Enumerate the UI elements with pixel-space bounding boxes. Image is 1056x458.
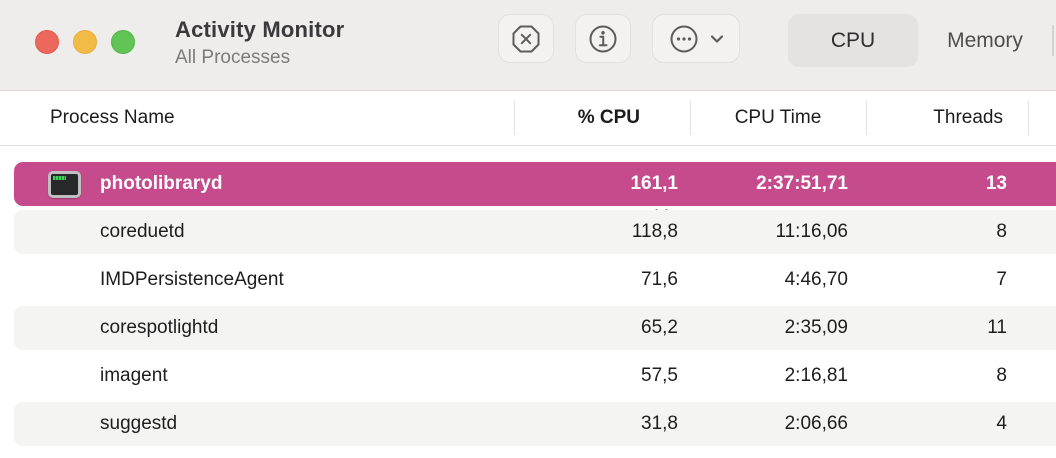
table-row[interactable]: suggestd 31,8 2:06,66 4 bbox=[0, 400, 1056, 448]
quit-process-button[interactable] bbox=[498, 14, 554, 63]
window-title: Activity Monitor bbox=[175, 17, 345, 42]
traffic-lights bbox=[35, 30, 135, 54]
cpu-percent-cell: 71,6 bbox=[641, 269, 678, 290]
tab-memory-label: Memory bbox=[947, 28, 1023, 52]
cpu-percent-cell: 57,5 bbox=[641, 365, 678, 386]
zoom-button[interactable] bbox=[111, 30, 135, 54]
threads-cell: 13 bbox=[985, 173, 1007, 194]
tab-memory[interactable]: Memory bbox=[918, 14, 1052, 67]
process-name-cell: photolibraryd bbox=[100, 173, 223, 194]
process-name-cell: corespotlightd bbox=[100, 317, 219, 338]
process-name-cell: suggestd bbox=[100, 413, 178, 434]
x-octagon-icon bbox=[510, 23, 542, 55]
cpu-time-cell: 11:16,06 bbox=[775, 221, 848, 242]
process-name-cell: IMDPersistenceAgent bbox=[100, 269, 284, 290]
column-header-cpu-time[interactable]: CPU Time bbox=[734, 107, 822, 128]
cpu-percent-cell: 31,8 bbox=[641, 413, 678, 434]
inspect-process-button[interactable] bbox=[575, 14, 631, 63]
chevron-down-icon bbox=[709, 33, 725, 45]
close-button[interactable] bbox=[35, 30, 59, 54]
window-subtitle: All Processes bbox=[175, 47, 291, 68]
ellipsis-circle-icon bbox=[668, 23, 700, 55]
table-row[interactable]: coreduetd 118,8 11:16,06 8 bbox=[0, 208, 1056, 256]
threads-cell: 11 bbox=[987, 317, 1007, 338]
cpu-percent-cell: 161,1 bbox=[630, 173, 678, 194]
cpu-time-cell: 2:06,66 bbox=[784, 413, 848, 434]
row-background bbox=[14, 306, 1056, 350]
cpu-percent-cell: 65,2 bbox=[641, 317, 678, 338]
column-header-process-name[interactable]: Process Name bbox=[50, 107, 175, 128]
table-row[interactable]: IMDPersistenceAgent 71,6 4:46,70 7 bbox=[0, 256, 1056, 304]
column-separator bbox=[514, 101, 515, 135]
threads-cell: 4 bbox=[996, 413, 1007, 434]
row-background bbox=[14, 402, 1056, 446]
process-name-cell: coreduetd bbox=[100, 221, 185, 242]
threads-cell: 7 bbox=[996, 269, 1007, 290]
tab-cpu-label: CPU bbox=[830, 28, 876, 52]
process-table-body: photolibraryd 161,1 2:37:51,71 13 coredu… bbox=[0, 160, 1056, 448]
tab-cpu[interactable]: CPU bbox=[788, 14, 918, 67]
threads-cell: 8 bbox=[996, 221, 1007, 242]
table-header: Process Name % CPU CPU Time Threads bbox=[0, 91, 1056, 217]
title-area: Activity Monitor All Processes bbox=[175, 17, 344, 69]
info-circle-icon bbox=[587, 23, 619, 55]
process-name-cell: imagent bbox=[100, 365, 168, 386]
terminal-app-icon bbox=[48, 160, 81, 208]
cpu-time-cell: 2:16,81 bbox=[784, 365, 848, 386]
table-row[interactable]: imagent 57,5 2:16,81 8 bbox=[0, 352, 1056, 400]
minimize-button[interactable] bbox=[73, 30, 97, 54]
table-row[interactable]: photolibraryd 161,1 2:37:51,71 13 bbox=[0, 160, 1056, 208]
cpu-percent-cell: 118,8 bbox=[631, 221, 678, 242]
more-options-button[interactable] bbox=[652, 14, 740, 63]
toolbar: Activity Monitor All Processes bbox=[0, 0, 1056, 91]
column-separator bbox=[690, 101, 691, 135]
table-row[interactable]: corespotlightd 65,2 2:35,09 11 bbox=[0, 304, 1056, 352]
cpu-time-cell: 4:46,70 bbox=[784, 269, 848, 290]
segment-divider bbox=[1052, 25, 1054, 56]
cpu-time-cell: 2:37:51,71 bbox=[756, 173, 848, 194]
threads-cell: 8 bbox=[996, 365, 1007, 386]
cpu-time-cell: 2:35,09 bbox=[784, 317, 848, 338]
column-separator bbox=[1028, 101, 1029, 135]
column-separator bbox=[866, 101, 867, 135]
column-header-cpu[interactable]: % CPU bbox=[577, 107, 640, 128]
row-background bbox=[14, 162, 1056, 206]
row-background bbox=[14, 210, 1056, 254]
column-header-threads[interactable]: Threads bbox=[933, 107, 1003, 128]
